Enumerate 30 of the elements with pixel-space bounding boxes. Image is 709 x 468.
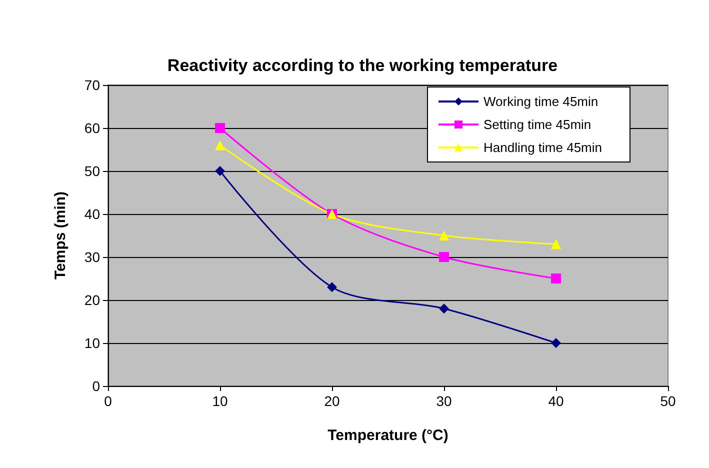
- point: [439, 304, 449, 314]
- legend-label: Handling time 45min: [483, 140, 602, 155]
- y-tick-label: 60: [84, 120, 100, 136]
- x-tick-label: 0: [104, 393, 112, 409]
- x-tick-label: 10: [212, 393, 228, 409]
- point: [551, 274, 561, 284]
- y-axis-title: Temps (min): [52, 191, 69, 280]
- point: [439, 252, 449, 262]
- chart-title: Reactivity according to the working temperature: [167, 56, 558, 75]
- point: [327, 282, 337, 292]
- x-tick-label: 30: [436, 393, 452, 409]
- y-tick-label: 70: [84, 77, 100, 93]
- point: [551, 239, 561, 250]
- y-tick-label: 30: [84, 249, 100, 265]
- x-tick-label: 20: [324, 393, 340, 409]
- point: [215, 123, 225, 133]
- x-tick-label: 40: [548, 393, 564, 409]
- y-tick-label: 0: [92, 378, 100, 394]
- y-tick-label: 10: [84, 335, 100, 351]
- y-tick-label: 20: [84, 292, 100, 308]
- point: [439, 230, 449, 240]
- point: [215, 166, 225, 176]
- legend-label: Setting time 45min: [483, 117, 592, 132]
- x-axis-title: Temperature (°C): [328, 427, 448, 444]
- y-tick-label: 40: [84, 206, 100, 222]
- y-tick-label: 50: [84, 163, 100, 179]
- x-tick-label: 50: [660, 393, 676, 409]
- point: [551, 338, 561, 348]
- legend-label: Working time 45min: [483, 94, 598, 109]
- point: [215, 140, 225, 150]
